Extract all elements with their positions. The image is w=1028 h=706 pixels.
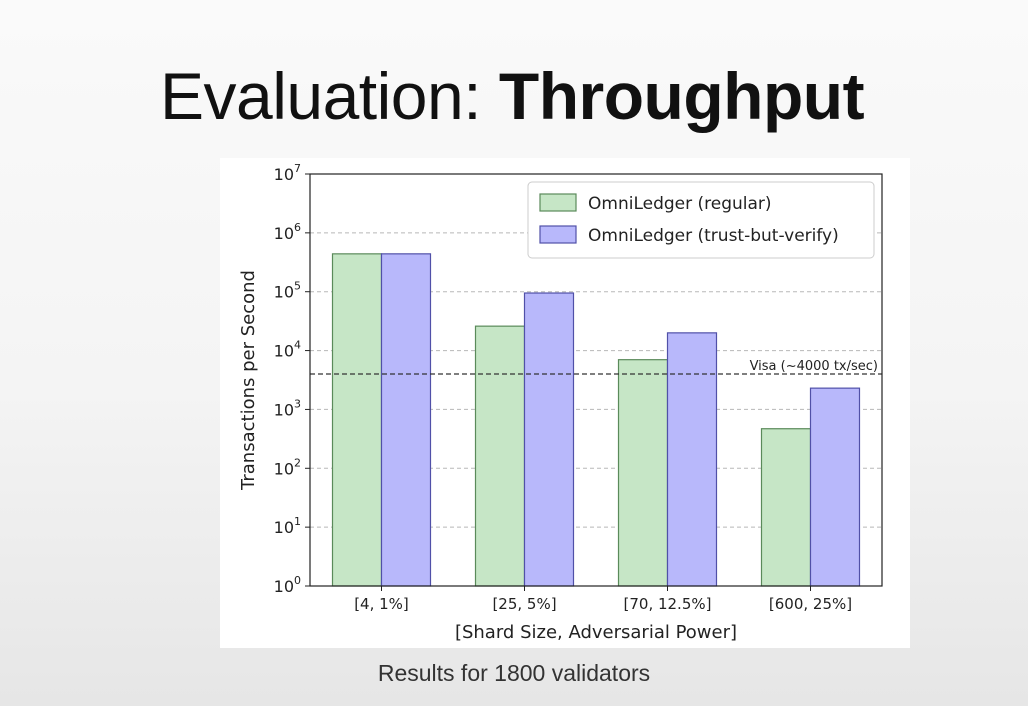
bar xyxy=(809,387,861,587)
axis-layer: 100 101 102 103 104 105 106 107 [4, 1%] [25, 5%] [… xyxy=(238,162,883,643)
legend: OmniLedger (regular) OmniLedger (trust-bu… xyxy=(527,181,875,259)
slide-caption: Results for 1800 validators xyxy=(377,660,651,686)
throughput-chart: Visa (~4000 tx/sec) 10010110210310410510… xyxy=(238,162,883,643)
bar xyxy=(617,359,669,587)
legend-label: OmniLedger (trust-but-verify) xyxy=(588,226,839,246)
slide-title: Evaluation: Throughput xyxy=(160,58,865,134)
legend-box xyxy=(527,181,875,259)
y-tick-label: 106 xyxy=(274,221,301,243)
y-axis-label: Transactions per Second xyxy=(238,270,259,491)
reference-layer: Visa (~4000 tx/sec) xyxy=(310,359,882,375)
bar xyxy=(474,325,526,587)
visa-reference-label: Visa (~4000 tx/sec) xyxy=(750,359,878,374)
bar xyxy=(380,253,432,587)
x-axis-label: [Shard Size, Adversarial Power] xyxy=(455,622,737,643)
x-tick-label: [600, 25%] xyxy=(769,595,852,613)
x-tick-label: [25, 5%] xyxy=(492,595,556,613)
legend-swatch xyxy=(539,225,577,244)
bar xyxy=(666,332,718,587)
y-tick-label: 104 xyxy=(274,339,301,361)
bar xyxy=(331,253,383,587)
plot-frame xyxy=(309,173,883,587)
title-bold: Throughput xyxy=(498,59,865,133)
legend-label: OmniLedger (regular) xyxy=(588,194,772,214)
bar xyxy=(760,428,812,587)
y-tick-label: 103 xyxy=(274,397,301,419)
y-tick-label: 101 xyxy=(274,515,301,537)
y-tick-label: 102 xyxy=(274,456,301,478)
x-tick-label: [4, 1%] xyxy=(354,595,409,613)
x-tick-label: [70, 12.5%] xyxy=(624,595,712,613)
bar xyxy=(523,292,575,587)
legend-swatch xyxy=(539,193,577,212)
title-light: Evaluation: xyxy=(160,59,499,133)
y-tick-label: 100 xyxy=(274,574,301,596)
y-tick-label: 107 xyxy=(274,162,301,184)
y-tick-label: 105 xyxy=(274,280,301,302)
chart-container: Visa (~4000 tx/sec) 100 101 102 103 104 105 10… xyxy=(220,158,910,648)
bar-layer xyxy=(331,253,861,587)
